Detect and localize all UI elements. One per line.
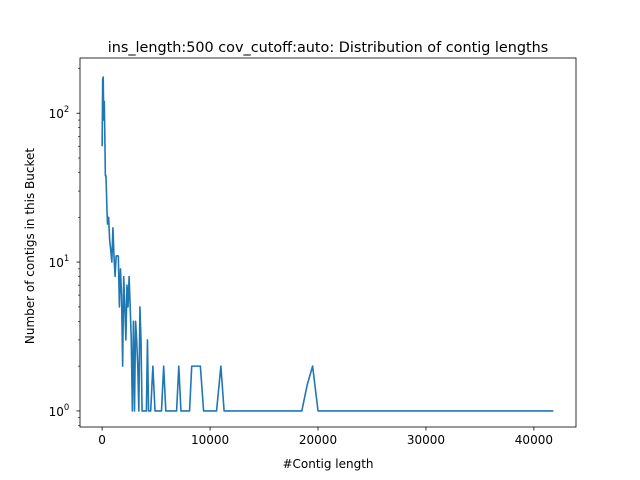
x-tick-label: 30000 [407, 433, 445, 447]
x-tick-label: 0 [98, 433, 106, 447]
x-tick-label: 20000 [299, 433, 337, 447]
chart-title: ins_length:500 cov_cutoff:auto: Distribu… [108, 40, 549, 56]
series-line-0 [101, 76, 554, 412]
y-axis-label: Number of contigs in this Bucket [23, 148, 37, 344]
y-tick-label: 102 [49, 105, 70, 121]
axes-frame [79, 57, 577, 428]
x-tick-label: 10000 [191, 433, 229, 447]
y-tick-label: 100 [49, 403, 70, 419]
x-axis-label: #Contig length [282, 457, 373, 471]
x-tick-label: 40000 [515, 433, 553, 447]
plot-area: 100 101 102 0 10000 20000 30000 40000 [49, 57, 577, 447]
y-tick-label: 101 [49, 254, 70, 270]
